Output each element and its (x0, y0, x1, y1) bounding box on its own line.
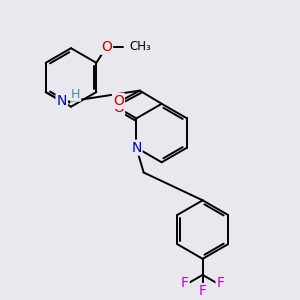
Text: N: N (57, 94, 67, 108)
Text: F: F (181, 276, 189, 290)
Text: O: O (113, 101, 124, 115)
Text: CH₃: CH₃ (129, 40, 151, 53)
Text: H: H (71, 88, 80, 100)
Text: O: O (101, 40, 112, 54)
Text: N: N (131, 141, 142, 155)
Text: O: O (113, 94, 124, 108)
Text: F: F (217, 276, 225, 290)
Text: F: F (199, 284, 207, 298)
